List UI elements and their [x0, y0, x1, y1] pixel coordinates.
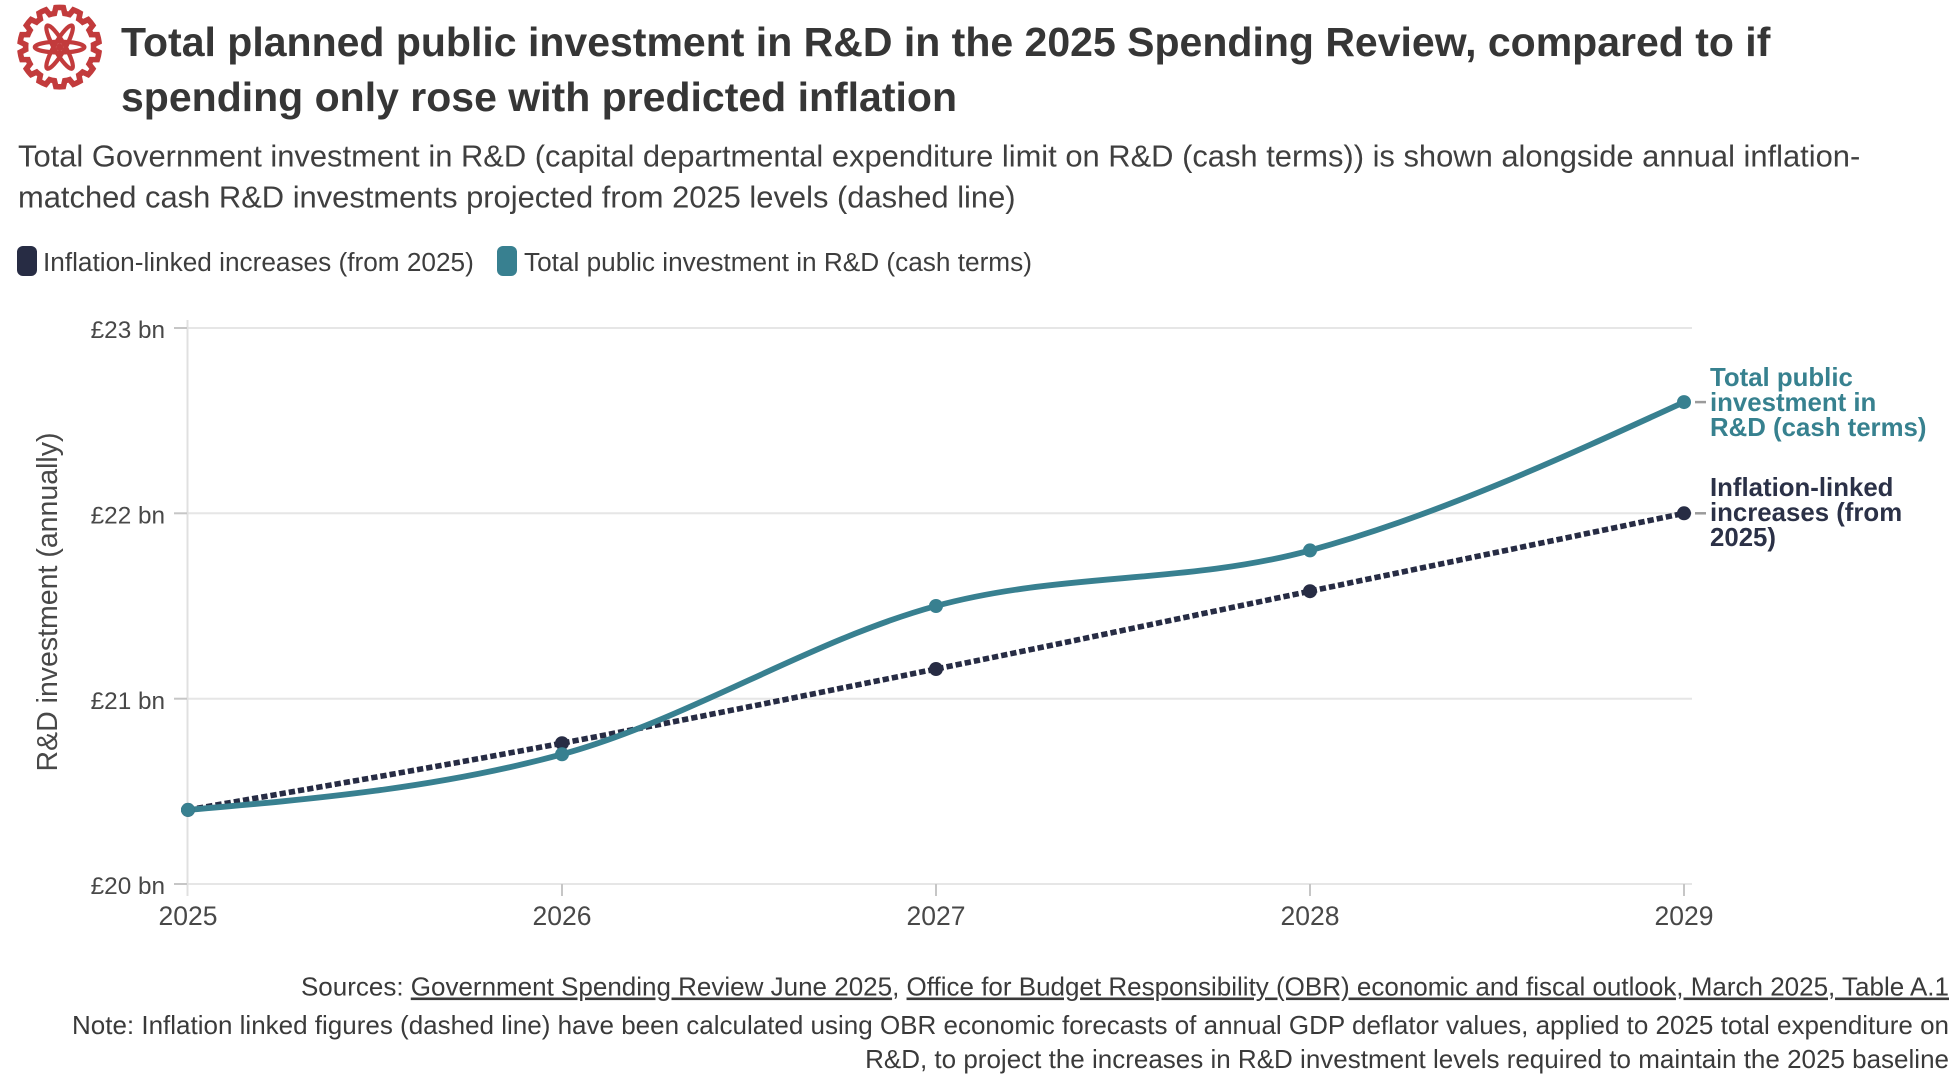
svg-text:2029: 2029 [1655, 901, 1714, 931]
svg-text:investment in: investment in [1710, 389, 1876, 417]
svg-text:Total public investment in R&D: Total public investment in R&D (cash ter… [524, 247, 1032, 277]
svg-text:Inflation-linked increases (fr: Inflation-linked increases (from 2025) [43, 247, 474, 277]
svg-text:R&D, to project the increases: R&D, to project the increases in R&D inv… [865, 1044, 1949, 1074]
svg-text:matched cash R&D investments p: matched cash R&D investments projected f… [18, 180, 1016, 215]
svg-text:R&D (cash terms): R&D (cash terms) [1710, 414, 1926, 442]
svg-text:Total planned public investmen: Total planned public investment in R&D i… [121, 19, 1771, 65]
svg-text:Total Government investment in: Total Government investment in R&D (capi… [18, 139, 1860, 174]
svg-text:2028: 2028 [1281, 901, 1340, 931]
svg-text:Sources: Government Spending R: Sources: Government Spending Review June… [301, 972, 1949, 1002]
svg-text:Note: Inflation linked figures: Note: Inflation linked figures (dashed l… [72, 1010, 1949, 1040]
svg-text:increases (from: increases (from [1710, 499, 1902, 527]
svg-text:2027: 2027 [907, 901, 966, 931]
svg-text:£23 bn: £23 bn [91, 317, 165, 344]
svg-text:2025: 2025 [159, 901, 218, 931]
svg-text:2025): 2025) [1710, 524, 1776, 552]
svg-text:£22 bn: £22 bn [91, 502, 165, 529]
svg-text:spending only rose with predic: spending only rose with predicted inflat… [121, 74, 957, 120]
svg-text:R&D investment (annually): R&D investment (annually) [32, 433, 64, 772]
svg-text:2026: 2026 [533, 901, 592, 931]
svg-text:£21 bn: £21 bn [91, 688, 165, 715]
svg-text:£20 bn: £20 bn [91, 873, 165, 900]
svg-text:Inflation-linked: Inflation-linked [1710, 474, 1893, 502]
svg-text:Total public: Total public [1710, 364, 1853, 392]
